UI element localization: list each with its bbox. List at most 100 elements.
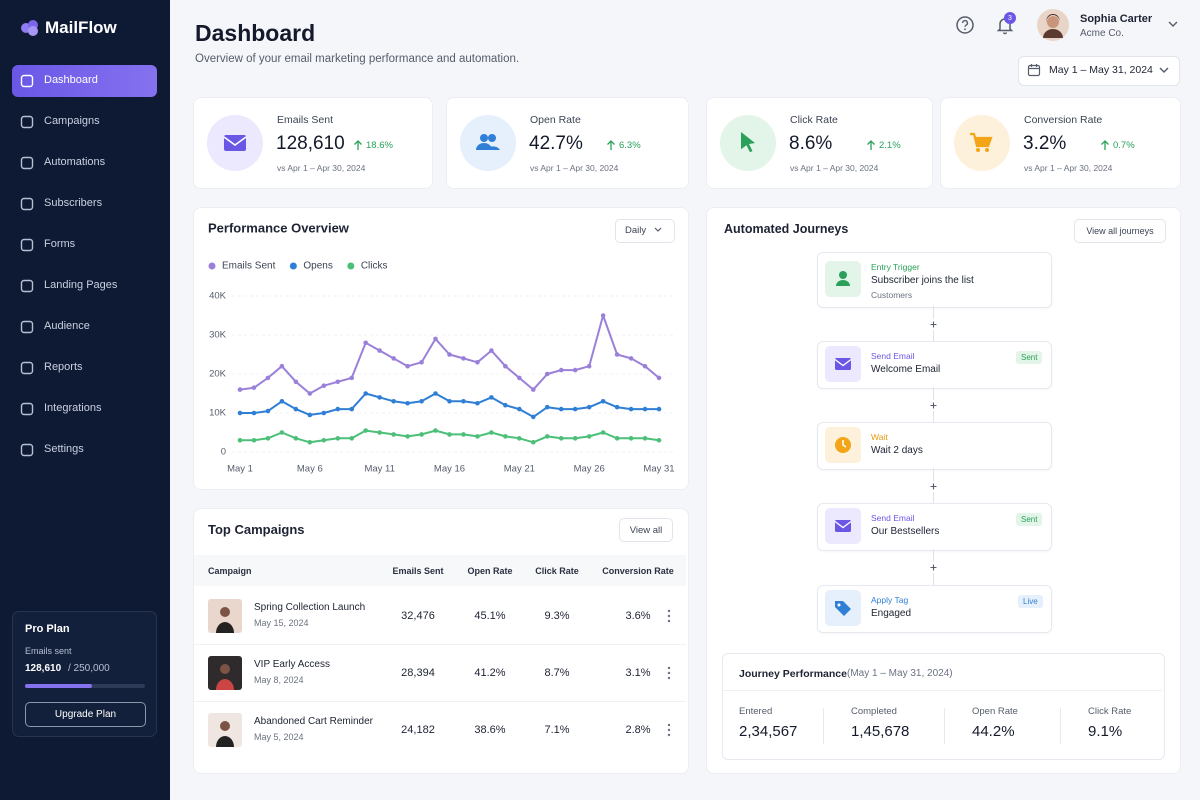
stat-value: 8.6% — [789, 133, 833, 154]
data-point — [642, 363, 648, 369]
stat-up-arrow — [867, 140, 875, 150]
step-icon — [825, 508, 861, 544]
y-tick-label: 40K — [209, 291, 227, 302]
data-point — [628, 436, 634, 441]
stat-change: 0.7% — [1113, 140, 1135, 151]
legend-swatch — [289, 262, 297, 270]
nav-item[interactable]: Settings — [44, 443, 84, 455]
data-point — [586, 434, 592, 439]
data-point — [237, 387, 243, 392]
add-step[interactable] — [928, 562, 939, 573]
data-point — [531, 414, 536, 420]
add-step[interactable] — [928, 480, 939, 492]
table-header-bg — [194, 555, 686, 586]
stat-change: 18.6% — [366, 140, 393, 151]
notification-badge: 3 — [1004, 12, 1016, 24]
nav-item[interactable]: Audience — [44, 320, 90, 332]
x-tick-label: May 26 — [574, 464, 605, 475]
stat-icon — [460, 115, 516, 171]
data-point — [558, 367, 564, 373]
campaign-name[interactable]: Abandoned Cart Reminder — [254, 716, 373, 727]
legend-label: Clicks — [361, 261, 388, 272]
upgrade-button[interactable]: Upgrade Plan — [25, 702, 146, 727]
campaign-name[interactable]: Spring Collection Launch — [254, 602, 366, 613]
campaign-name[interactable]: VIP Early Access — [254, 659, 330, 670]
metric-divider — [1060, 708, 1061, 744]
metric-value: 2,34,567 — [739, 723, 798, 740]
nav-active-bg[interactable] — [12, 65, 157, 97]
nav-item[interactable]: Reports — [44, 361, 83, 373]
calendar-icon — [1027, 64, 1041, 77]
row-menu[interactable] — [666, 723, 672, 737]
data-point — [572, 436, 578, 441]
nav-item[interactable]: Campaigns — [44, 115, 100, 127]
data-point — [279, 399, 285, 404]
step-badge: Sent — [1016, 513, 1043, 526]
campaign-thumbnail — [208, 599, 242, 633]
step-title: Welcome Email — [871, 364, 941, 375]
page-title: Dashboard — [195, 20, 316, 46]
step-kind: Wait — [871, 432, 888, 442]
campaign-cell: 7.1% — [544, 724, 570, 736]
add-step[interactable] — [928, 318, 939, 330]
period-label[interactable]: Daily — [625, 225, 647, 236]
help-icon[interactable] — [955, 15, 975, 35]
nav-item[interactable]: Automations — [44, 156, 106, 168]
data-point — [544, 371, 550, 377]
campaigns-view-all[interactable]: View all — [619, 518, 673, 542]
data-point — [461, 399, 466, 404]
user-company: Acme Co. — [1080, 28, 1124, 39]
add-step[interactable] — [928, 399, 939, 411]
stat-change: 2.1% — [879, 140, 901, 151]
campaign-date: May 15, 2024 — [254, 618, 309, 628]
data-point — [349, 436, 355, 441]
user-chevron[interactable] — [1167, 19, 1179, 29]
stat-compare: vs Apr 1 – Apr 30, 2024 — [790, 163, 879, 173]
data-point — [600, 313, 606, 318]
x-tick-label: May 11 — [364, 464, 394, 475]
nav-item[interactable]: Landing Pages — [44, 279, 118, 291]
data-point — [489, 395, 494, 400]
data-point — [544, 434, 550, 439]
data-point — [600, 399, 606, 404]
stat-icon — [720, 115, 776, 171]
user-name: Sophia Carter — [1080, 13, 1153, 25]
data-point — [656, 438, 662, 443]
step-kind: Apply Tag — [871, 595, 909, 605]
nav-icon — [20, 197, 34, 211]
campaign-cell: 9.3% — [544, 610, 570, 622]
data-point — [517, 406, 522, 412]
data-point — [279, 363, 285, 369]
y-tick-label: 10K — [209, 408, 227, 419]
step-title: Our Bestsellers — [871, 526, 940, 537]
date-range-button[interactable] — [1018, 56, 1180, 86]
data-point — [642, 436, 648, 441]
x-tick-label: May 1 — [227, 464, 253, 475]
chart-title: Performance Overview — [208, 220, 350, 235]
data-point — [363, 340, 368, 346]
x-tick-label: May 21 — [504, 464, 535, 475]
data-point — [237, 438, 243, 443]
row-divider — [194, 644, 686, 645]
data-point — [307, 412, 313, 418]
page-subtitle: Overview of your email marketing perform… — [195, 53, 520, 65]
period-dropdown[interactable] — [615, 219, 675, 243]
nav-item[interactable]: Forms — [44, 238, 76, 250]
data-point — [489, 348, 494, 353]
nav-item[interactable]: Dashboard — [44, 74, 98, 86]
row-menu[interactable] — [666, 609, 672, 623]
row-menu[interactable] — [666, 666, 672, 680]
avatar — [1037, 9, 1069, 41]
step-kind: Entry Trigger — [871, 262, 920, 272]
step-icon — [825, 261, 861, 297]
data-point — [517, 436, 522, 441]
date-range: May 1 – May 31, 2024 — [1049, 64, 1153, 76]
journeys-button[interactable]: View all journeys — [1074, 219, 1166, 243]
campaign-date: May 8, 2024 — [254, 675, 304, 685]
data-point — [614, 352, 620, 357]
nav-item[interactable]: Subscribers — [44, 197, 103, 209]
data-point — [419, 399, 424, 404]
nav-item[interactable]: Integrations — [44, 402, 102, 414]
stat-change: 6.3% — [619, 140, 641, 151]
data-point — [377, 348, 382, 353]
